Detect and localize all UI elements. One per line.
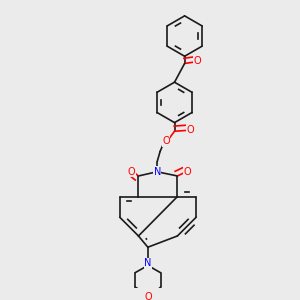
Text: O: O: [194, 56, 201, 66]
Text: O: O: [128, 167, 135, 177]
Text: O: O: [144, 292, 152, 300]
Text: O: O: [162, 136, 170, 146]
Text: N: N: [144, 258, 152, 268]
Text: O: O: [187, 125, 194, 135]
Text: O: O: [184, 167, 191, 177]
Text: N: N: [154, 167, 161, 177]
